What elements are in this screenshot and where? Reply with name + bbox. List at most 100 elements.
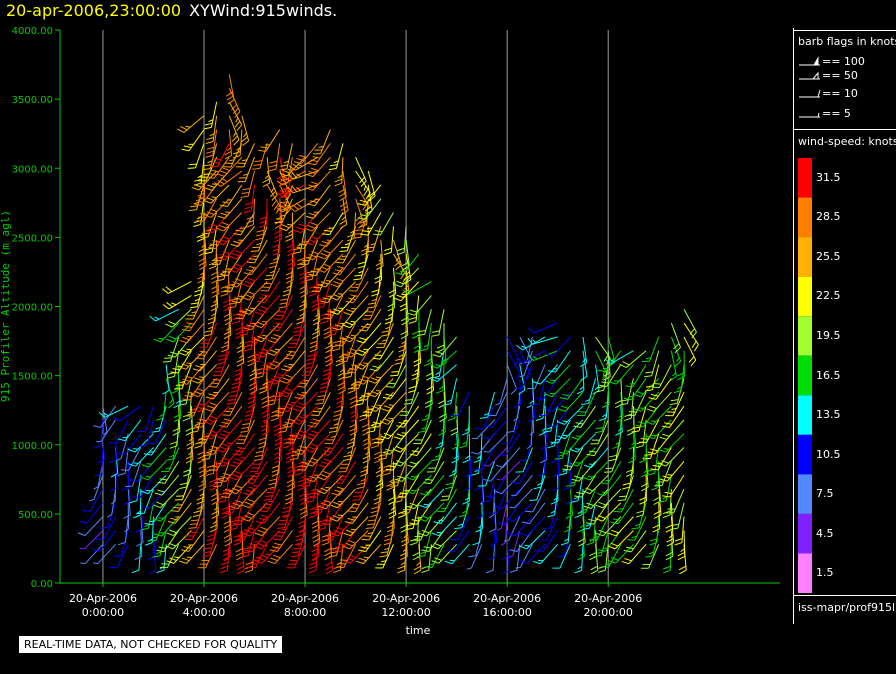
barb-staff: [540, 364, 559, 385]
barb-feather: [286, 243, 294, 249]
wind-barb: [421, 530, 445, 553]
barb-feather: [397, 475, 405, 479]
barb-feather: [666, 542, 674, 547]
barb-feather: [360, 180, 367, 187]
barb-feather: [328, 227, 334, 229]
wind-barb: [328, 143, 344, 171]
wind-barb: [495, 378, 508, 406]
wind-barb: [621, 543, 647, 565]
barb-feather: [274, 441, 282, 446]
barb-feather: [235, 378, 241, 382]
barb-staff: [239, 129, 243, 156]
wind-barb: [526, 378, 535, 409]
wind-barb: [473, 433, 483, 463]
barb-feather: [670, 527, 679, 530]
barb-feather: [598, 417, 607, 422]
barb-feather: [462, 431, 470, 436]
wind-barb: [506, 336, 520, 367]
barb-feather: [305, 362, 314, 365]
barb-feather: [262, 413, 270, 419]
wind-barb: [361, 226, 369, 256]
barb-feather: [359, 224, 367, 228]
barb-staff: [134, 433, 154, 453]
barb-feather: [144, 522, 153, 526]
barb-feather: [351, 499, 360, 501]
barb-feather: [280, 408, 288, 413]
barb-feather: [311, 551, 319, 557]
barb-feather: [380, 435, 389, 440]
barb-feather: [219, 445, 227, 450]
wind-barb: [515, 447, 533, 473]
barb-staff: [151, 502, 167, 525]
barb-feather: [309, 344, 318, 349]
wind-barb: [683, 309, 697, 339]
barb-feather: [292, 421, 300, 425]
barb-feather: [389, 520, 395, 525]
barb-staff: [581, 474, 597, 498]
barb-staff: [220, 350, 230, 376]
wind-barb: [304, 212, 331, 232]
barb-feather: [182, 398, 190, 401]
barb-staff: [666, 419, 685, 440]
barb-feather: [250, 337, 259, 340]
barb-staff: [506, 350, 521, 374]
barb-feather: [282, 506, 291, 510]
wind-barb: [153, 488, 180, 509]
wind-barb: [220, 474, 243, 498]
barb-feather: [582, 508, 588, 511]
barb-staff: [531, 378, 535, 405]
colorbar-label: 19.5: [816, 328, 841, 342]
wind-barb: [346, 212, 357, 242]
barb-feather: [296, 448, 305, 452]
barb-feather: [597, 493, 605, 497]
barb-feather: [202, 555, 210, 558]
barb-feather: [242, 187, 251, 191]
barb-feather: [533, 381, 541, 385]
barb-staff: [177, 364, 180, 391]
barb-feather: [244, 413, 253, 417]
wind-barb: [554, 433, 571, 460]
barb-feather: [158, 337, 164, 340]
barb-feather: [319, 389, 328, 393]
wind-barb: [199, 322, 218, 348]
barb-feather: [401, 542, 409, 547]
wind-barb: [254, 308, 281, 329]
wind-barb: [497, 502, 521, 525]
barb-feather: [432, 330, 440, 333]
barb-feather: [348, 539, 356, 544]
wind-barb: [511, 461, 533, 485]
barb-feather: [550, 459, 559, 464]
barb-feather: [253, 164, 262, 166]
barb-feather: [645, 371, 653, 374]
barb-feather: [198, 486, 207, 492]
wind-barb: [349, 267, 369, 292]
barb-staff: [576, 433, 596, 453]
barb-feather: [640, 438, 649, 440]
barb-staff: [294, 322, 306, 348]
barb-staff: [420, 419, 432, 444]
barb-feather: [242, 422, 251, 426]
barb-feather: [260, 146, 269, 149]
barb-feather: [277, 527, 285, 529]
barb-staff: [529, 502, 546, 524]
barb-staff: [210, 101, 218, 128]
barb-feather: [584, 399, 590, 402]
barb-feather: [531, 403, 540, 406]
barb-feather: [260, 348, 269, 352]
barb-feather: [333, 409, 342, 413]
barb-feather: [299, 492, 307, 498]
wind-barb: [109, 433, 117, 464]
barb-feather: [644, 454, 652, 456]
barb-staff: [366, 308, 382, 332]
barb-feather: [357, 222, 365, 229]
barb-feather: [310, 270, 319, 273]
barb-feather: [431, 560, 440, 564]
barb-feather: [426, 376, 434, 381]
wind-barb: [654, 461, 672, 487]
barb-feather: [266, 366, 275, 370]
barb-feather: [209, 528, 218, 533]
barb-staff: [670, 322, 681, 348]
barb-staff: [93, 474, 104, 500]
barb-feather: [366, 306, 375, 309]
barb-feather: [478, 524, 483, 529]
